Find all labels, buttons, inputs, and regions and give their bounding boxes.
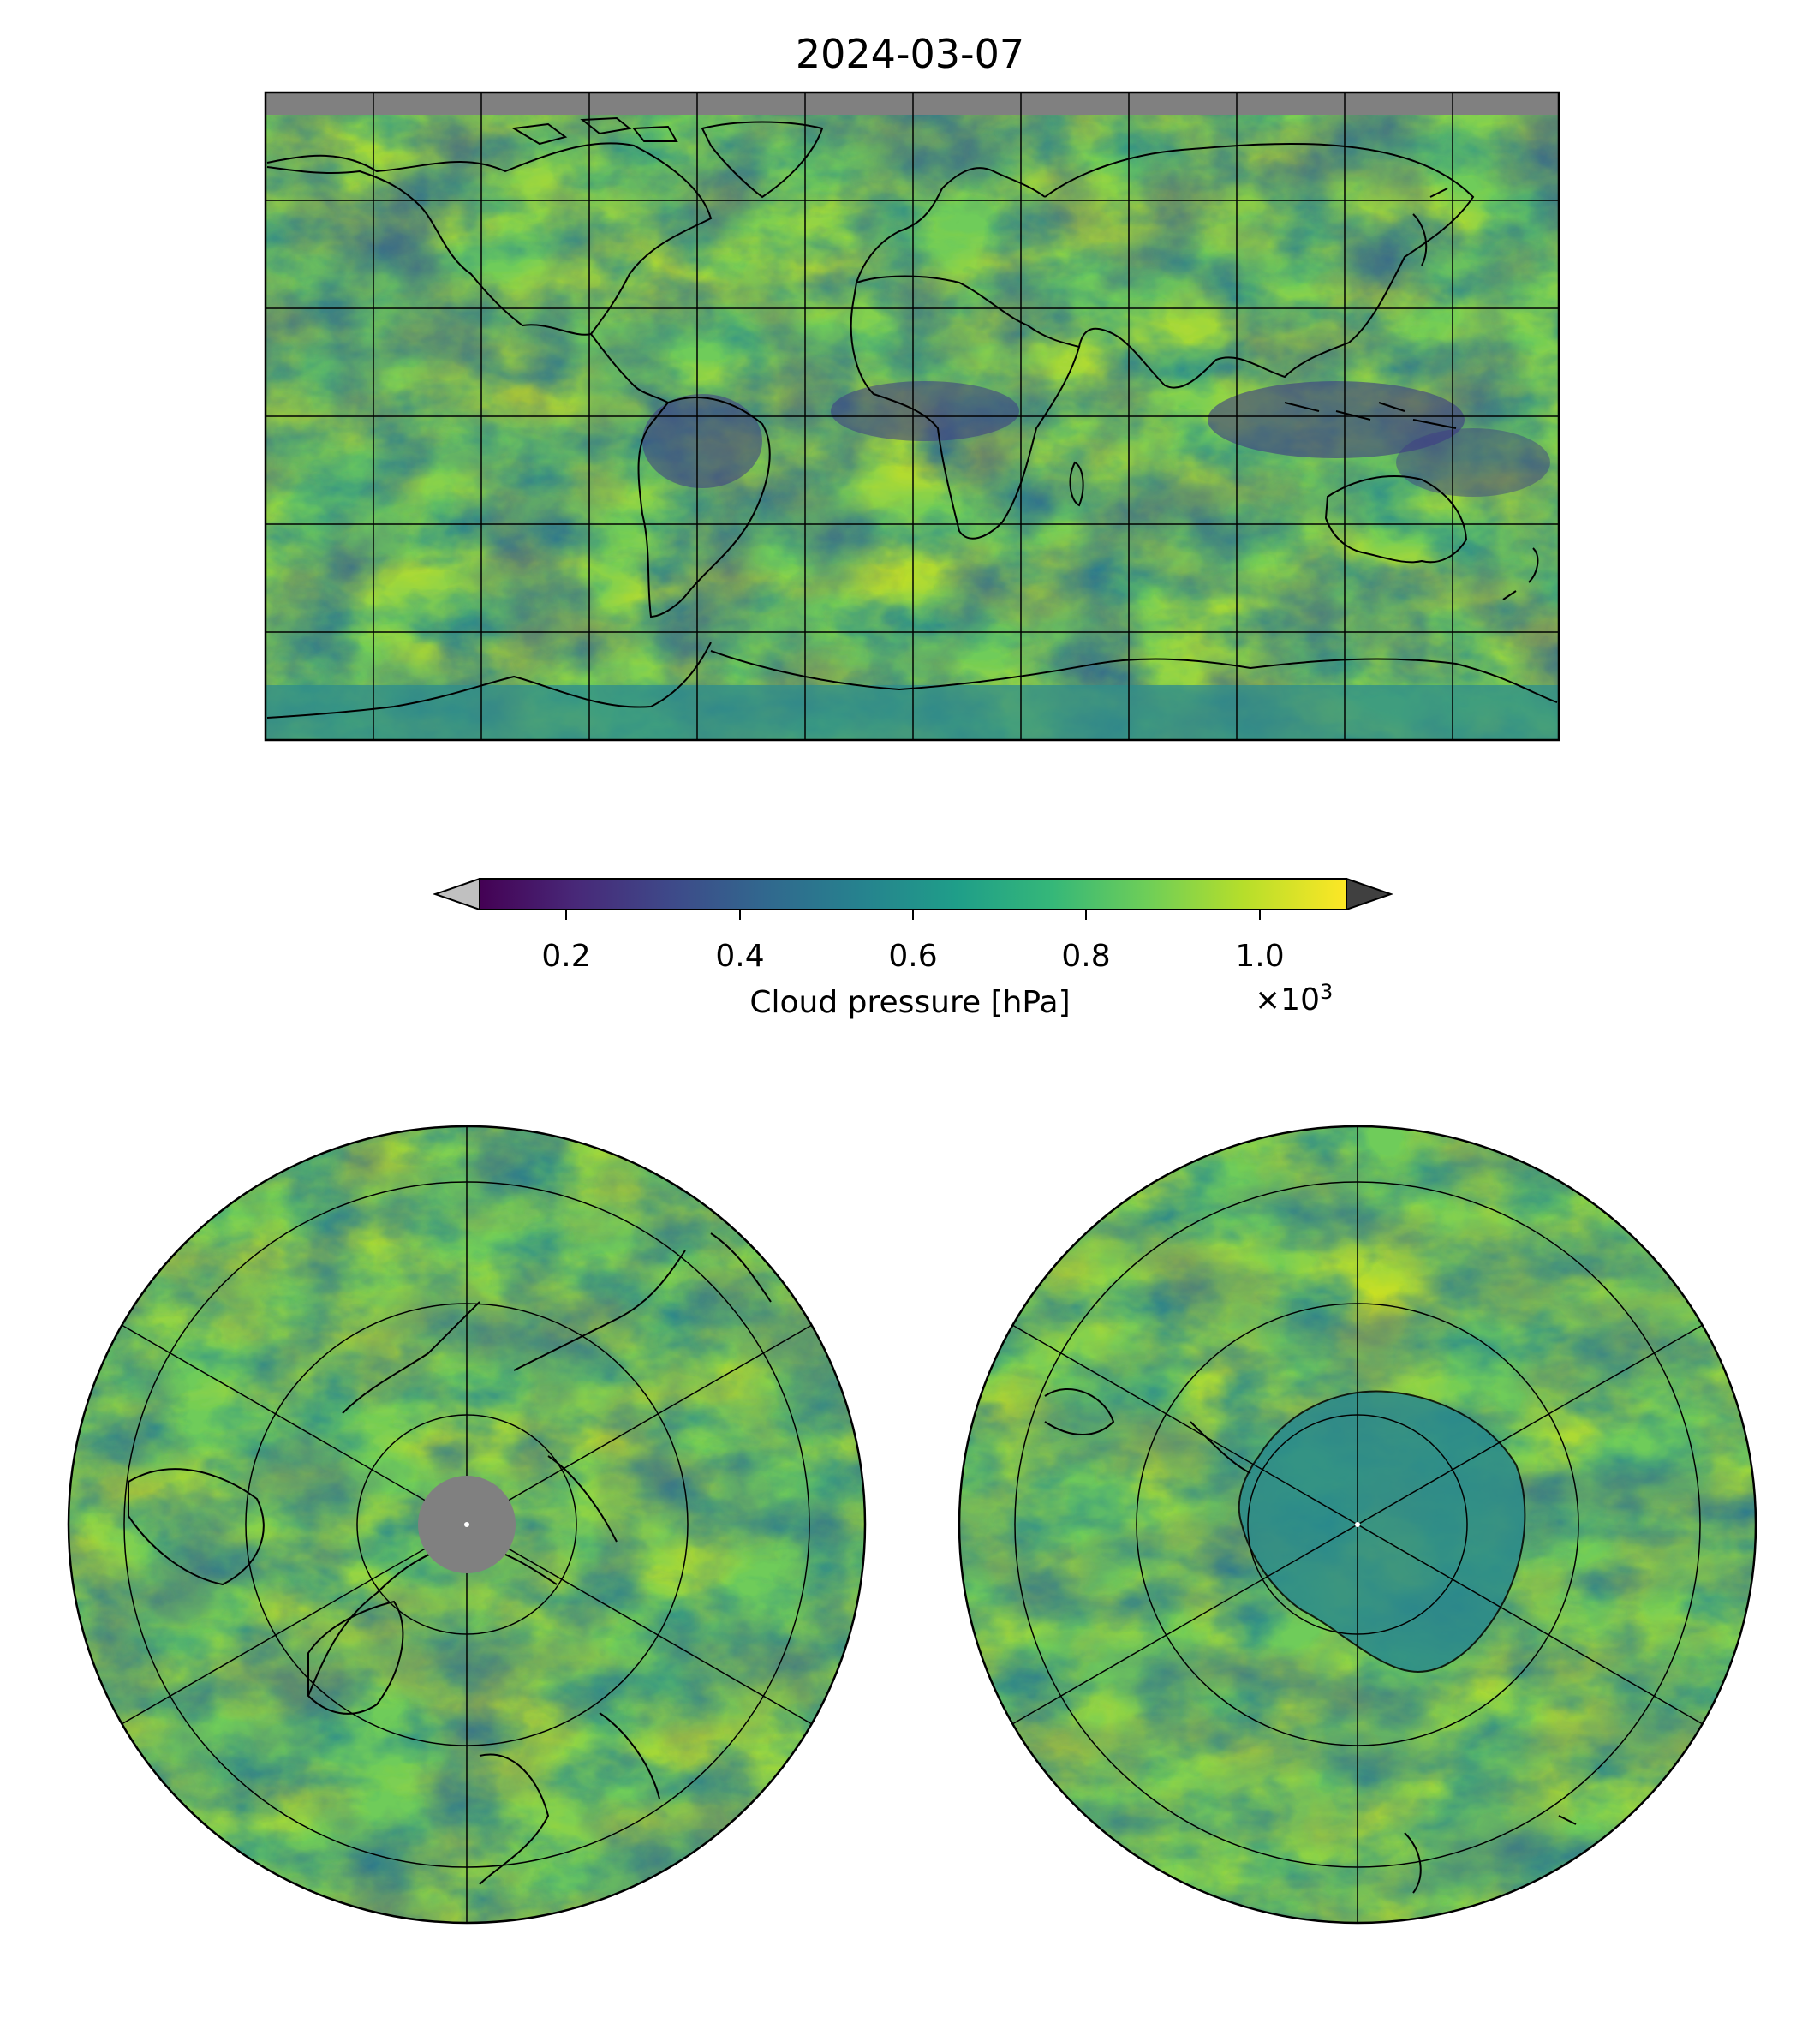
south-pole-marker: [1355, 1522, 1360, 1527]
colorbar-ticks: [565, 910, 1261, 920]
colorbar-multiplier-exponent: 3: [1319, 980, 1334, 1004]
north-pole-marker: [464, 1522, 469, 1527]
north-polar-map: [69, 1126, 865, 1923]
colorbar-gradient: [480, 879, 1346, 910]
colorbar-multiplier: ×103: [1255, 980, 1333, 1017]
convection-pacific: [1396, 428, 1550, 497]
global-map: [266, 92, 1559, 740]
south-polar-frame: [958, 1125, 1757, 1925]
colorbar-multiplier-base: ×10: [1255, 982, 1320, 1017]
colorbar-under-extension: [432, 877, 480, 911]
convection-south-america: [642, 394, 762, 488]
antarctica-coast: [1238, 1390, 1526, 1673]
colorbar-over-extension: [1346, 877, 1394, 911]
convection-maritime-continent: [1208, 381, 1465, 458]
convection-africa: [831, 381, 1019, 441]
colorbar: [432, 877, 1394, 920]
north-graticule: [121, 1126, 813, 1923]
north-polar-frame: [67, 1125, 867, 1925]
north-coastlines: [128, 1232, 772, 1885]
global-map-frame: [264, 91, 1560, 742]
missing-data-strip: [266, 92, 1559, 115]
south-polar-map: [959, 1126, 1756, 1923]
greenland-coast: [307, 1600, 404, 1715]
antarctic-region: [266, 685, 1559, 740]
figure-title: 2024-03-07: [795, 31, 1025, 77]
colorbar-label: Cloud pressure [hPa]: [749, 985, 1071, 1020]
colorbar-tick-label: 0.6: [888, 939, 938, 974]
colorbar-tick-label: 1.0: [1235, 939, 1285, 974]
global-graticule: [266, 92, 1559, 740]
south-coastlines: [1044, 1387, 1577, 1894]
colorbar-tick-label: 0.8: [1061, 939, 1111, 974]
colorbar-tick-label: 0.4: [715, 939, 765, 974]
colorbar-tick-label: 0.2: [541, 939, 591, 974]
